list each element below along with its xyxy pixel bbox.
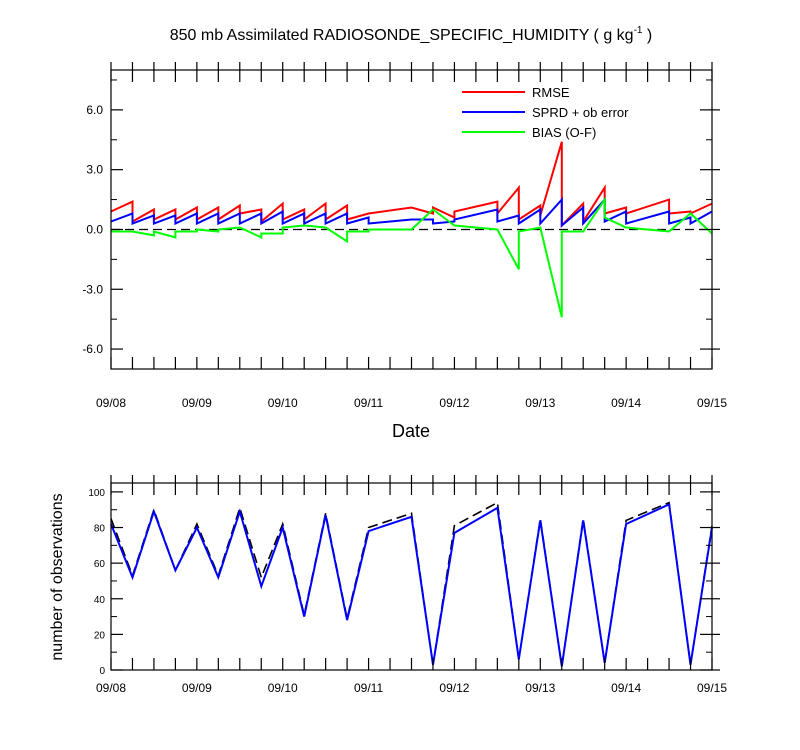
bottom-x-tick-label: 09/11 [354, 681, 383, 695]
top-x-tick-label: 09/09 [182, 396, 212, 410]
top-y-tick-label: 6.0 [86, 103, 103, 117]
bottom-x-tick-label: 09/10 [268, 681, 298, 695]
bottom-y-tick-label: 60 [94, 559, 106, 570]
top-x-tick-label: 09/11 [354, 396, 383, 410]
legend-sprd-label: SPRD + ob error [532, 105, 629, 120]
bottom-axes-group: 09/08 09/09 09/10 09/11 09/12 09/13 09/14 09/15… [88, 475, 727, 695]
top-x-tick-label: 09/14 [611, 396, 641, 410]
bottom-x-tick-label: 09/08 [96, 681, 126, 695]
bottom-x-tick-label: 09/14 [611, 681, 641, 695]
bottom-plot-frame [110, 482, 713, 671]
top-y-tick-label: -3.0 [82, 282, 103, 296]
top-x-tick-label: 09/12 [439, 396, 469, 410]
top-series-line-bias-o-f- [111, 196, 713, 318]
top-y-tick-label: -6.0 [82, 342, 103, 356]
top-y-tick-label: 0.0 [86, 222, 103, 236]
top-x-tick-label: 09/13 [525, 396, 555, 410]
bottom-x-tick-label: 09/09 [182, 681, 212, 695]
bottom-y-tick-label: 20 [94, 630, 106, 641]
bottom-series-line-possible-observations [110, 501, 713, 667]
bottom-y-tick-label: 100 [88, 488, 105, 499]
legend-rmse-label: RMSE [532, 85, 570, 100]
top-x-tick-label: 09/15 [697, 396, 727, 410]
top-series-line-sprd-ob-error [110, 196, 713, 228]
bottom-x-tick-label: 09/12 [439, 681, 469, 695]
legend: RMSE SPRD + ob error BIAS (O-F) [462, 85, 629, 140]
bottom-x-tick-label: 09/15 [697, 681, 727, 695]
top-axes-group: 09/08 09/09 09/10 09/11 09/12 09/13 09/14 09/15… [82, 62, 727, 410]
bottom-y-tick-label: 40 [94, 595, 106, 606]
bottom-series-line-assimilated-observations [110, 502, 713, 667]
legend-bias-label: BIAS (O-F) [532, 125, 596, 140]
top-series-group [110, 141, 713, 318]
bottom-y-tick-label: 0 [99, 666, 105, 677]
top-x-axis-label: Date [392, 421, 430, 441]
top-x-tick-label: 09/10 [268, 396, 298, 410]
bottom-y-tick-label: 80 [94, 524, 106, 535]
top-chart-title: 850 mb Assimilated RADIOSONDE_SPECIFIC_H… [170, 25, 653, 44]
top-x-tick-label: 09/08 [96, 396, 126, 410]
bottom-series-group [110, 501, 713, 667]
bottom-x-tick-label: 09/13 [525, 681, 555, 695]
bottom-y-axis-label: number of observations [49, 493, 66, 660]
top-y-tick-label: 3.0 [86, 163, 103, 177]
